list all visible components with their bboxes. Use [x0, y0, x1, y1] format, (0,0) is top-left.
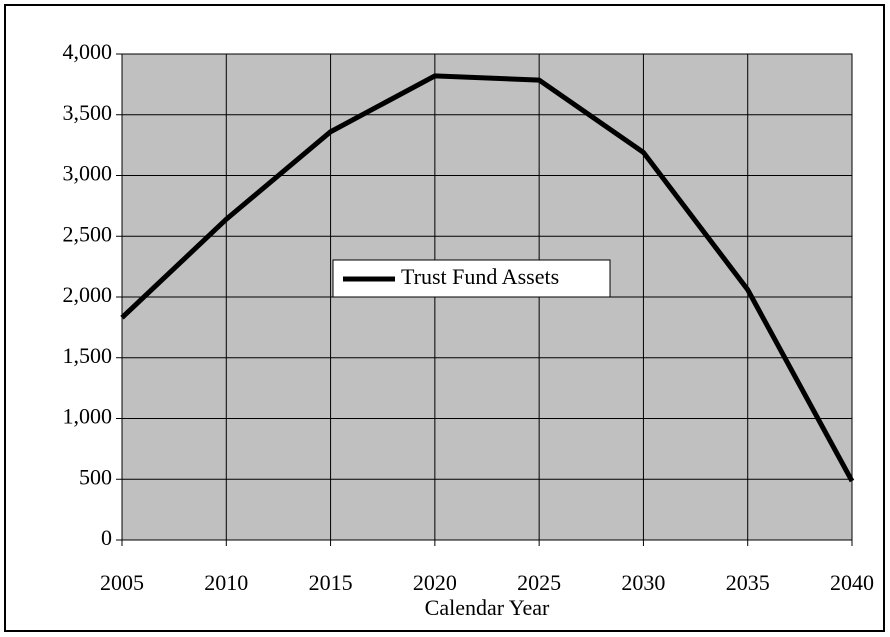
x-tick-label: 2005 [100, 570, 144, 595]
y-tick-label: 3,500 [63, 100, 113, 125]
x-tick-label: 2025 [517, 570, 561, 595]
x-tick-label: 2035 [726, 570, 770, 595]
legend-label: Trust Fund Assets [401, 264, 559, 289]
y-tick-label: 1,000 [63, 404, 113, 429]
y-tick-label: 2,000 [63, 282, 113, 307]
x-tick-label: 2040 [830, 570, 874, 595]
x-axis-title: Calendar Year [425, 595, 550, 620]
x-tick-label: 2015 [309, 570, 353, 595]
y-tick-label: 500 [79, 464, 112, 489]
legend-box [332, 259, 611, 298]
data-line [120, 73, 855, 483]
x-tick-label: 2010 [204, 570, 248, 595]
x-tick-label: 2030 [621, 570, 665, 595]
y-tick-label: 1,500 [63, 343, 113, 368]
y-tick-label: 4,000 [63, 39, 113, 64]
x-tick-label: 2020 [413, 570, 457, 595]
y-tick-label: 2,500 [63, 221, 113, 246]
y-tick-label: 0 [101, 525, 112, 550]
y-tick-label: 3,000 [63, 161, 113, 186]
